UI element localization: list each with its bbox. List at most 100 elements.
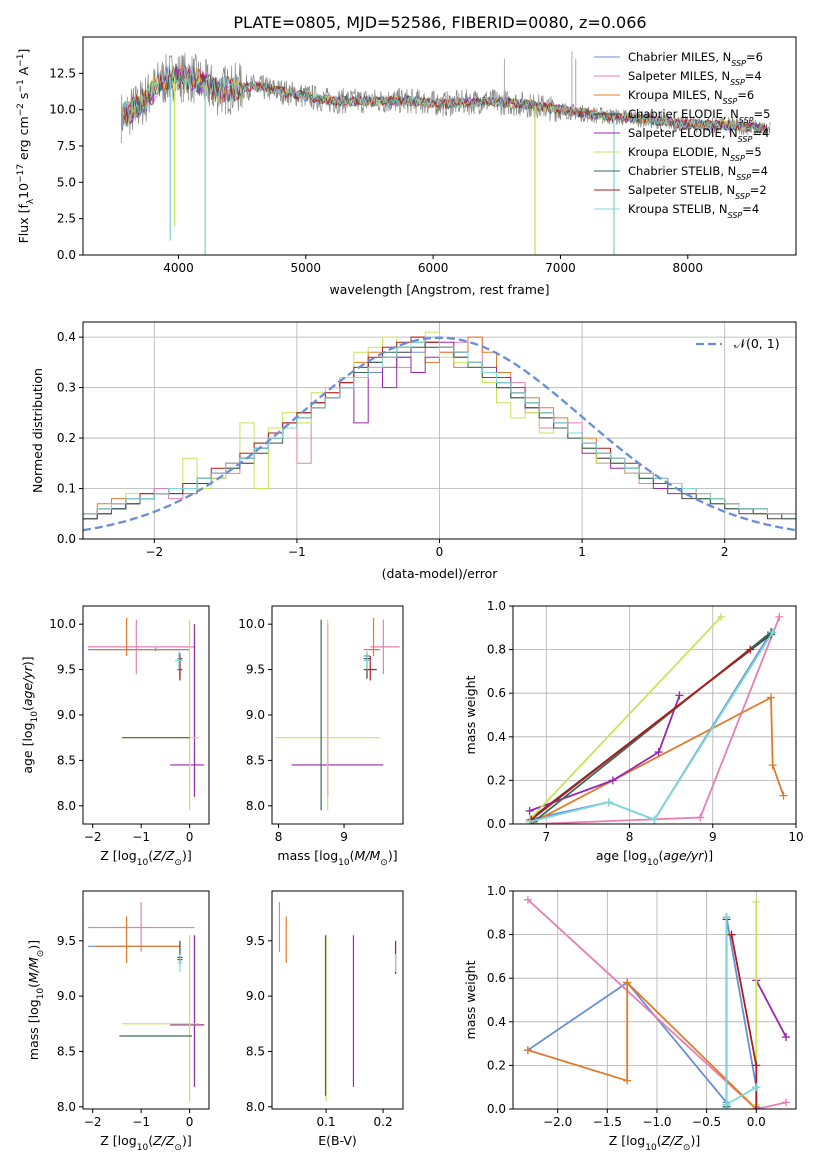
x-tick-label: −2.0 bbox=[543, 1115, 572, 1129]
weight-marker bbox=[768, 628, 777, 637]
x-axis-label: Z [log10(Z/Z⊙)] bbox=[100, 848, 191, 868]
y-tick-label: 9.5 bbox=[57, 934, 76, 948]
x-tick-label: 0.1 bbox=[317, 1115, 336, 1129]
z-age-panel: −2 −1 08.08.59.09.510.0Z [log10(Z/Z⊙)]age … bbox=[20, 605, 210, 868]
weight-marker bbox=[752, 897, 761, 906]
label-part: mass [log bbox=[26, 999, 41, 1060]
x-tick-label: 7 bbox=[542, 830, 550, 844]
weight-marker bbox=[746, 645, 755, 654]
weight-marker bbox=[654, 748, 663, 757]
label-part: )] bbox=[20, 656, 35, 666]
weight-marker bbox=[604, 798, 613, 807]
legend-sub: SSP bbox=[723, 97, 738, 106]
y-tick-label: 8.0 bbox=[57, 799, 76, 813]
label-part: age/yr bbox=[663, 848, 704, 863]
y-tick-label: 9.5 bbox=[57, 663, 76, 677]
label-part: )] bbox=[182, 848, 192, 863]
weight-line-salpeter-miles bbox=[527, 899, 787, 1109]
plot-area bbox=[87, 617, 205, 811]
legend-text: Kroupa STELIB, N bbox=[628, 202, 728, 216]
x-tick-label: 4000 bbox=[163, 261, 194, 275]
label-part: 10 bbox=[36, 988, 46, 1000]
weight-line-kroupa-miles bbox=[527, 980, 757, 1109]
label-part: ( bbox=[350, 848, 355, 863]
legend-text: =4 bbox=[745, 69, 762, 83]
model-spectrum-salpeter-stelib bbox=[122, 67, 768, 133]
axes-frame bbox=[82, 890, 210, 1110]
z-weight-panel: −2.0 −1.5 −1.0 −0.5 0.0 0.0 0.2 0.4 0.6 0.8 1.0 Z [… bbox=[463, 884, 797, 1153]
label-part: )] bbox=[388, 848, 398, 863]
weight-line-kroupa-stelib bbox=[529, 631, 774, 823]
x-tick-label: −1 bbox=[288, 545, 306, 559]
x-tick-label: −2 bbox=[84, 1115, 102, 1129]
weight-marker bbox=[717, 612, 726, 621]
plot-area bbox=[525, 612, 788, 824]
y-tick-label: 9.0 bbox=[246, 708, 265, 722]
plot-area bbox=[523, 895, 791, 1109]
y-tick-label: 0.4 bbox=[57, 330, 76, 344]
x-tick-label: −1.0 bbox=[642, 1115, 671, 1129]
legend-text: =2 bbox=[750, 183, 767, 197]
model-spectrum-kroupa-stelib bbox=[122, 65, 768, 134]
label-part: −1 bbox=[16, 54, 26, 67]
axes-frame bbox=[512, 890, 797, 1110]
legend-text: =6 bbox=[737, 88, 754, 102]
weight-marker bbox=[523, 895, 532, 904]
label-part: Flux [f bbox=[16, 204, 31, 244]
label-part: 10 bbox=[645, 1143, 657, 1153]
x-tick-label: 1 bbox=[578, 545, 586, 559]
x-tick-label: 0.2 bbox=[374, 1115, 393, 1129]
weight-marker bbox=[608, 776, 617, 785]
y-tick-label: 12.5 bbox=[49, 66, 76, 80]
y-tick-label: 0.3 bbox=[57, 381, 76, 395]
weight-marker bbox=[752, 1061, 761, 1070]
legend-sub: SSP bbox=[739, 116, 754, 125]
label-part: −17 bbox=[16, 164, 26, 183]
legend-entry: Kroupa ELODIE, NSSP=5 bbox=[628, 145, 762, 163]
weight-marker bbox=[722, 913, 731, 922]
weight-marker bbox=[722, 1100, 731, 1109]
y-tick-label: 8.0 bbox=[57, 1100, 76, 1114]
legend-text: Salpeter MILES, N bbox=[628, 69, 730, 83]
y-tick-label: 9.0 bbox=[246, 989, 265, 1003]
weight-line-salpeter-stelib bbox=[530, 648, 751, 821]
y-tick-label: 0.1 bbox=[57, 482, 76, 496]
ebv-mass-panel: 0.1 0.2 8.0 8.5 9.0 9.5 E(B-V) bbox=[246, 890, 404, 1148]
weight-marker bbox=[752, 1083, 761, 1092]
x-axis-label: E(B-V) bbox=[318, 1133, 357, 1148]
y-tick-label: 8.5 bbox=[246, 753, 265, 767]
legend-entry: Kroupa MILES, NSSP=6 bbox=[628, 88, 754, 106]
y-tick-label: 2.5 bbox=[57, 212, 76, 226]
x-axis-label: mass [log10(M/M⊙)] bbox=[277, 848, 397, 868]
y-tick-label: 8.5 bbox=[246, 1044, 265, 1058]
plot-area bbox=[120, 51, 771, 255]
weight-line-salpeter-elodie bbox=[529, 695, 681, 812]
label-part: Z [log bbox=[609, 1133, 645, 1148]
legend-entry: Chabrier MILES, NSSP=6 bbox=[628, 50, 763, 68]
x-tick-label: −1.5 bbox=[593, 1115, 622, 1129]
label-part: 10 bbox=[137, 858, 149, 868]
weight-marker bbox=[623, 1076, 632, 1085]
legend-text: Chabrier ELODIE, N bbox=[628, 107, 739, 121]
plot-area bbox=[275, 617, 400, 811]
x-tick-label: 0 bbox=[186, 1115, 194, 1129]
histogram-kroupa-stelib bbox=[83, 336, 796, 515]
x-tick-label: 0 bbox=[436, 545, 444, 559]
weight-marker bbox=[525, 817, 534, 824]
x-tick-label: 0.0 bbox=[747, 1115, 766, 1129]
x-tick-label: −1 bbox=[132, 1115, 150, 1129]
y-tick-label: 8.5 bbox=[57, 1044, 76, 1058]
label-part: )] bbox=[703, 848, 713, 863]
label-part: 10 bbox=[137, 1143, 149, 1153]
label-part: )] bbox=[690, 1133, 700, 1148]
plot-area bbox=[278, 902, 397, 1102]
legend-text: Chabrier MILES, N bbox=[628, 50, 731, 64]
label-part: ⊙ bbox=[174, 858, 182, 868]
x-axis-label: age [log10(age/yr)] bbox=[596, 848, 713, 868]
weight-marker bbox=[767, 693, 776, 702]
label-part: Z [log bbox=[100, 1133, 136, 1148]
x-tick-label: 9 bbox=[340, 830, 348, 844]
weight-marker bbox=[675, 691, 684, 700]
legend-text: Salpeter ELODIE, N bbox=[628, 126, 738, 140]
